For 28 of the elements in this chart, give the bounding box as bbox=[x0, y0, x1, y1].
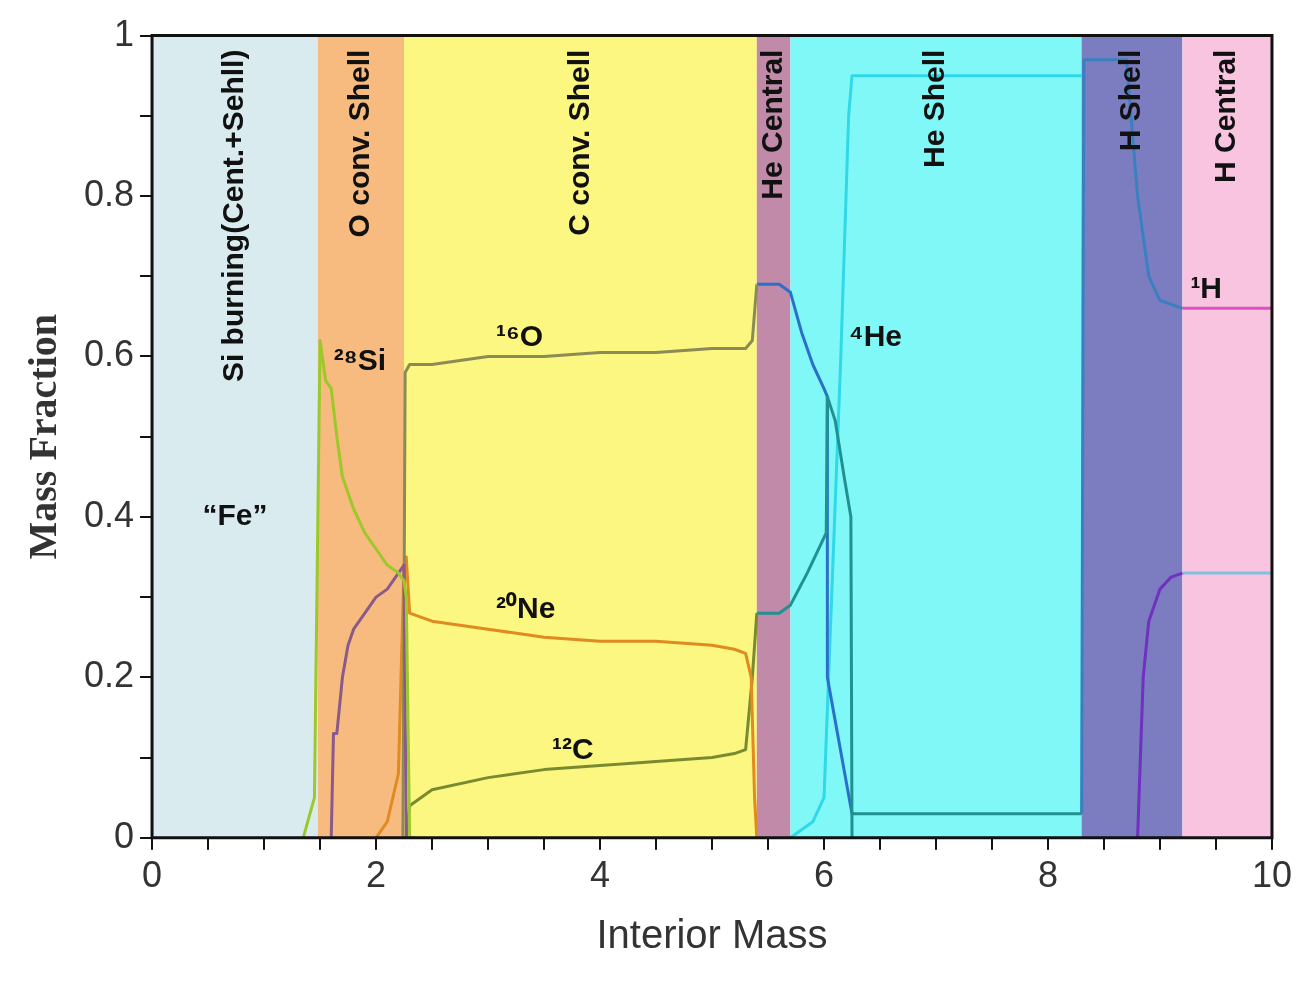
y-tick-label: 1 bbox=[114, 12, 135, 54]
annotation: ¹⁶O bbox=[496, 318, 544, 352]
y-tick-label: 0.2 bbox=[84, 654, 135, 696]
x-tick-label: 8 bbox=[1037, 854, 1059, 896]
x-tick-label: 2 bbox=[366, 854, 387, 896]
x-tick-label: 6 bbox=[813, 854, 835, 896]
band-label: H Shell bbox=[1113, 49, 1147, 152]
annotation: “Fe” bbox=[202, 498, 268, 532]
annotation: ⁴He bbox=[848, 318, 903, 352]
x-tick-label: 4 bbox=[590, 854, 611, 896]
y-tick-label: 0.8 bbox=[84, 172, 135, 214]
y-tick-label: 0.6 bbox=[84, 333, 135, 375]
annotation: ²⁰Ne bbox=[496, 591, 556, 625]
band-label: C conv. Shell bbox=[561, 49, 595, 236]
y-tick-label: 0 bbox=[114, 814, 135, 856]
annotation: ²⁸Si bbox=[333, 342, 387, 376]
band-label: O conv. Shell bbox=[342, 49, 376, 238]
band-label: H Central bbox=[1208, 49, 1242, 183]
annotation: ¹²C bbox=[552, 731, 594, 765]
x-tick-label: 10 bbox=[1251, 854, 1292, 896]
band-label: He Central bbox=[754, 49, 788, 200]
annotation: ¹H bbox=[1190, 270, 1223, 304]
y-axis-title: Mass Fraction bbox=[20, 313, 66, 560]
x-axis-title: Interior Mass bbox=[596, 912, 828, 957]
y-tick-label: 0.4 bbox=[84, 493, 135, 535]
x-tick-label: 0 bbox=[142, 854, 163, 896]
band-label: He Shell bbox=[917, 49, 951, 168]
band-label: Si burning(Cent.+Sehll) bbox=[216, 49, 250, 383]
